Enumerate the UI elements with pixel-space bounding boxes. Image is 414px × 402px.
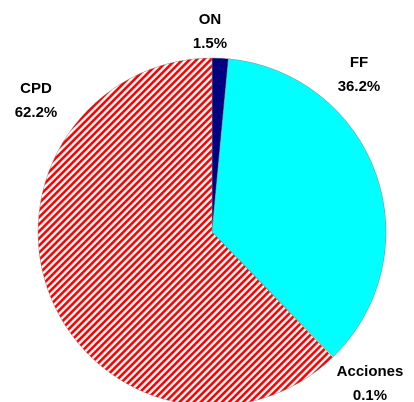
pie-slice — [37, 57, 334, 402]
slice-label: Acciones — [337, 363, 404, 380]
slice-label: ON — [199, 11, 222, 28]
slice-label: CPD — [20, 80, 52, 97]
slice-value-label: 1.5% — [193, 35, 227, 52]
slice-value-label: 36.2% — [338, 78, 381, 95]
slice-label: FF — [350, 54, 368, 71]
pie-slice — [211, 58, 387, 357]
slice-value-label: 0.1% — [353, 387, 387, 402]
slice-value-label: 62.2% — [15, 104, 58, 121]
